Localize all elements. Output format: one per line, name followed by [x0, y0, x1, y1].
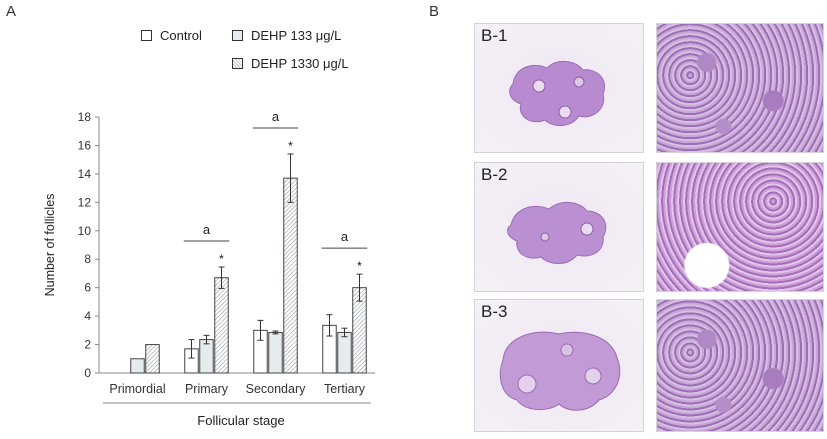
x-category-label: Primary	[185, 382, 229, 396]
histology-high-mag-b3	[656, 299, 824, 432]
y-tick-label: 16	[78, 138, 92, 152]
x-category-label: Primordial	[109, 382, 165, 396]
legend-item-dehp-1330: DEHP 1330 μg/L	[232, 56, 349, 71]
legend-swatch-control	[141, 30, 152, 41]
legend-item-control: Control	[141, 28, 202, 43]
bracket-label: a	[203, 222, 211, 237]
ovary-section-b2	[507, 202, 607, 264]
y-tick-label: 10	[78, 224, 92, 238]
legend-swatch-dehp-1330	[232, 58, 243, 69]
bar-dehp-133-primordial	[130, 358, 145, 374]
legend-label-dehp-133: DEHP 133 μg/L	[251, 28, 342, 43]
significance-star: *	[219, 252, 224, 266]
y-tick-label: 12	[78, 195, 92, 209]
bracket-label: a	[272, 109, 280, 124]
y-tick-label: 0	[84, 366, 91, 380]
bar-dehp-1330-primary	[214, 277, 229, 374]
row-label-b2: B-2	[481, 165, 508, 184]
significance-star: *	[288, 139, 293, 153]
legend-label-dehp-1330: DEHP 1330 μg/L	[251, 56, 349, 71]
y-tick-label: 2	[84, 338, 91, 352]
panel-b-letter: B	[429, 3, 440, 20]
significance-star: *	[357, 259, 362, 273]
x-category-label: Secondary	[246, 382, 307, 396]
legend-swatch-dehp-133	[232, 30, 243, 41]
histology-high-mag-b1	[656, 23, 824, 153]
row-label-b3: B-3	[481, 302, 508, 321]
legend-item-dehp-133: DEHP 133 μg/L	[232, 28, 341, 43]
histology-high-mag-b2	[656, 162, 824, 292]
histology-low-mag-b2: B-2	[474, 162, 644, 292]
histology-low-mag-b1: B-1	[474, 23, 644, 153]
y-tick-label: 18	[78, 110, 92, 124]
x-axis-title: Follicular stage	[197, 413, 284, 428]
bar-dehp-133-primary	[199, 339, 214, 374]
bar-dehp-133-secondary	[268, 331, 283, 374]
panel-a-letter: A	[6, 3, 17, 20]
x-category-label: Tertiary	[324, 382, 366, 396]
y-axis-title: Number of follicles	[43, 194, 57, 297]
bar-dehp-1330-primordial	[145, 344, 160, 374]
follicle-bar-chart: 0 2 4 6 8 10 12 14 16 18 Number of follicles Primor…	[43, 109, 375, 428]
legend-label-control: Control	[160, 28, 202, 43]
bar-dehp-133-tertiary	[337, 331, 352, 374]
histology-low-mag-b3: B-3	[474, 299, 644, 432]
bracket-label: a	[341, 229, 349, 244]
row-label-b1: B-1	[481, 26, 508, 45]
y-tick-label: 14	[78, 167, 92, 181]
ovary-section-b1	[509, 61, 605, 126]
ovary-section-b3	[499, 331, 621, 411]
y-tick-label: 4	[84, 309, 91, 323]
bar-dehp-1330-secondary	[283, 177, 298, 374]
y-tick-label: 8	[84, 252, 91, 266]
y-tick-label: 6	[84, 281, 91, 295]
